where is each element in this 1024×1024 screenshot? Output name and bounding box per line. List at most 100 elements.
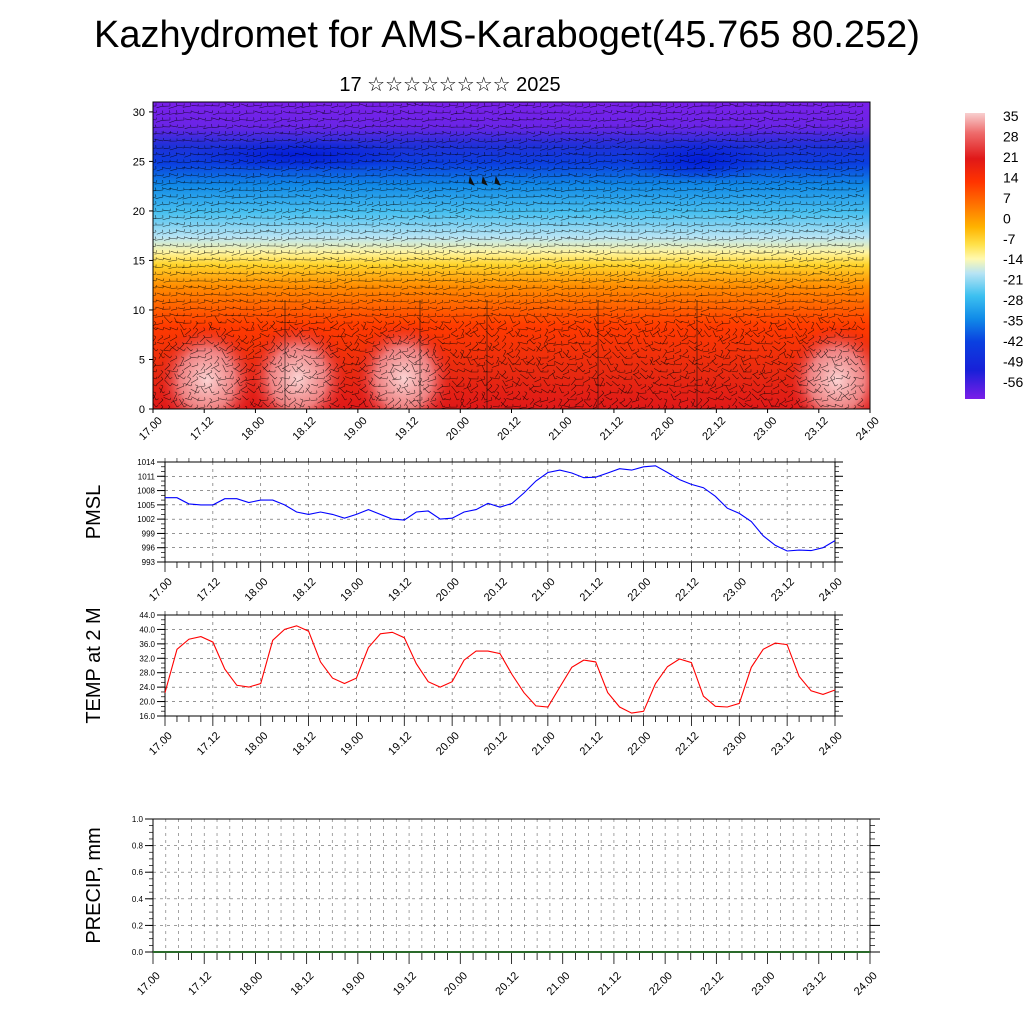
x-tick-label: 17.00 [147, 576, 175, 604]
x-tick-label: 17.00 [147, 730, 175, 758]
x-tick-label: 18.00 [243, 576, 271, 604]
x-tick-label: 17.00 [137, 415, 165, 443]
x-tick-label: 19.12 [391, 970, 419, 998]
y-tick-label: 0 [139, 404, 145, 416]
y-tick-label: 10 [133, 305, 145, 317]
y-tick-label: 0.6 [132, 868, 144, 877]
x-tick-label: 23.12 [769, 576, 797, 604]
wind-flag-0 [468, 175, 475, 186]
x-tick-label: 20.00 [442, 970, 470, 998]
x-tick-label: 21.12 [596, 970, 624, 998]
colorbar-label: 0 [1003, 210, 1011, 226]
y-tick-label: 0.4 [132, 895, 144, 904]
x-tick-label: 22.12 [700, 415, 728, 443]
y-tick-label: 1011 [138, 472, 156, 481]
x-tick-label: 24.00 [817, 730, 845, 758]
x-tick-label: 22.00 [647, 970, 675, 998]
x-tick-label: 20.12 [493, 970, 521, 998]
cross-section-panel: 0 5 10 15 20 25 30 17.00 17.12 18.00 18.12 19.00 19.… [133, 101, 882, 443]
x-tick-label: 21.12 [598, 415, 626, 443]
x-tick-label: 23.00 [749, 970, 777, 998]
x-tick-label: 22.12 [673, 730, 701, 758]
y-tick-label: 1002 [137, 515, 155, 524]
colorbar-label: 21 [1003, 149, 1019, 165]
colorbar-label: -28 [1003, 292, 1023, 308]
heatmap-overlays [153, 102, 870, 409]
wind-barbs [153, 102, 866, 409]
x-tick-label: 23.00 [721, 730, 749, 758]
colorbar-label: 28 [1003, 128, 1019, 144]
x-tick-label: 18.12 [291, 415, 319, 443]
series-line [164, 625, 836, 714]
x-tick-label: 19.00 [338, 576, 366, 604]
x-tick-label: 22.00 [625, 730, 653, 758]
x-tick-label: 21.00 [545, 970, 573, 998]
precip-panel: 0.0 0.2 0.4 0.6 0.8 1.0 17.00 17.12 18.00 18.12 19… [83, 815, 880, 998]
x-tick-label: 23.12 [769, 730, 797, 758]
y-tick-label: 24.0 [139, 683, 155, 692]
y-axis-label: PMSL [83, 485, 105, 539]
colorbar-label: 14 [1003, 169, 1019, 185]
x-tick-label: 24.00 [852, 970, 880, 998]
x-tick-label: 20.00 [444, 415, 472, 443]
y-tick-label: 36.0 [139, 640, 155, 649]
wind-flag-2 [494, 175, 501, 186]
x-tick-label: 22.00 [649, 415, 677, 443]
y-tick-label: 28.0 [139, 669, 155, 678]
series-line [165, 465, 836, 552]
x-tick-label: 18.00 [239, 415, 267, 443]
x-tick-label: 19.00 [342, 415, 370, 443]
x-tick-label: 22.12 [673, 576, 701, 604]
x-tick-label: 23.12 [801, 970, 829, 998]
x-tick-label: 23.00 [751, 415, 779, 443]
y-tick-label: 5 [139, 354, 145, 366]
x-tick-label: 22.00 [625, 576, 653, 604]
x-tick-label: 23.12 [803, 415, 831, 443]
y-tick-label: 20 [133, 206, 145, 218]
x-tick-label: 23.00 [721, 576, 749, 604]
y-tick-label: 32.0 [139, 654, 155, 663]
y-axis-label: TEMP at 2 M [83, 607, 105, 723]
x-tick-label: 18.12 [289, 970, 317, 998]
x-tick-label: 21.12 [578, 576, 606, 604]
y-tick-label: 0.2 [132, 921, 144, 930]
panel-frame [164, 614, 836, 717]
y-tick-label: 44.0 [139, 611, 155, 620]
x-tick-label: 21.00 [547, 415, 575, 443]
x-tick-label: 20.12 [495, 415, 523, 443]
x-tick-label: 19.12 [386, 730, 414, 758]
x-tick-label: 21.00 [530, 730, 558, 758]
y-axis-label: PRECIP, mm [83, 827, 105, 943]
colorbar-label: 7 [1003, 190, 1011, 206]
y-tick-label: 0.0 [132, 948, 144, 957]
y-tick-label: 20.0 [139, 698, 155, 707]
x-tick-label: 20.12 [482, 576, 510, 604]
temperature-colorbar: 35 28 21 14 7 0 -7 -14 -21 -28 -35 -42 -49 -56 [965, 108, 1023, 399]
y-tick-label: 16.0 [139, 712, 155, 721]
page-subtitle: 17 ☆☆☆☆☆☆☆☆ 2025 [339, 74, 561, 96]
x-tick-label: 19.00 [340, 970, 368, 998]
colorbar-label: -56 [1003, 374, 1023, 390]
colorbar-label: -7 [1003, 231, 1016, 247]
y-tick-label: 40.0 [139, 625, 155, 634]
panel-frame [164, 461, 836, 563]
colorbar-label: -21 [1003, 272, 1023, 288]
warm-core-1 [248, 323, 348, 409]
x-tick-label: 17.12 [195, 576, 223, 604]
y-tick-label: 30 [133, 107, 145, 119]
y-tick-label: 1.0 [132, 815, 144, 824]
colorbar-strip [965, 113, 985, 399]
pmsl-panel: 993 996 999 1002 1005 1008 1011 1014 17.00 17.12 1… [83, 458, 845, 604]
cold-jet-core [630, 138, 770, 182]
colorbar-label: -14 [1003, 251, 1023, 267]
colorbar-label: -42 [1003, 333, 1023, 349]
temp-panel: 16.0 20.0 24.0 28.0 32.0 36.0 40.0 44.0 17.00 17.… [83, 607, 845, 758]
x-tick-label: 20.00 [434, 576, 462, 604]
colorbar-label: 35 [1003, 108, 1019, 124]
x-tick-label: 17.00 [135, 970, 163, 998]
warm-core-2 [354, 323, 454, 409]
x-tick-label: 19.12 [393, 415, 421, 443]
y-tick-label: 1005 [137, 501, 155, 510]
y-tick-label: 1014 [137, 458, 155, 467]
x-tick-label: 18.12 [290, 730, 318, 758]
